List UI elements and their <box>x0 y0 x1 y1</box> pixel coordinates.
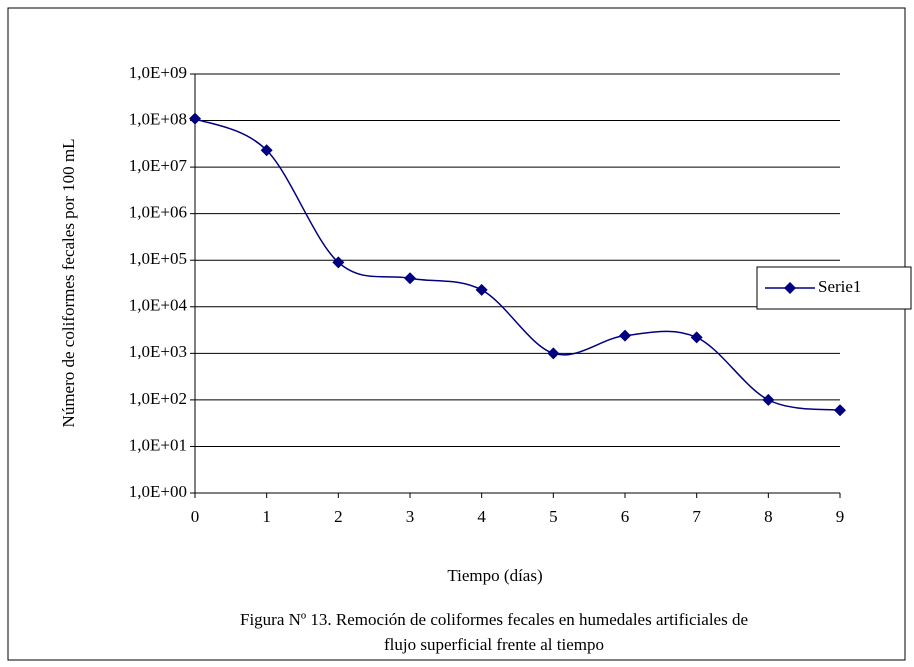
x-tick-label: 3 <box>406 507 415 526</box>
chart-border <box>7 7 906 661</box>
y-tick-label: 1,0E+00 <box>129 482 187 501</box>
y-tick-label: 1,0E+04 <box>129 296 188 315</box>
y-tick-label: 1,0E+01 <box>129 435 187 454</box>
x-tick-label: 7 <box>692 507 701 526</box>
y-axis-label: Número de coliformes fecales por 100 mL <box>59 139 78 428</box>
data-point <box>475 283 488 296</box>
data-point <box>762 393 775 406</box>
x-tick-label: 4 <box>477 507 486 526</box>
data-point <box>332 256 345 269</box>
data-point <box>189 112 201 125</box>
x-tick-label: 6 <box>621 507 630 526</box>
x-axis-label: Tiempo (días) <box>447 566 542 585</box>
x-tick-label: 2 <box>334 507 343 526</box>
x-tick-label: 5 <box>549 507 558 526</box>
legend-marker <box>784 282 796 294</box>
y-tick-label: 1,0E+08 <box>129 109 187 128</box>
x-tick-label: 9 <box>836 507 845 526</box>
y-tick-label: 1,0E+09 <box>129 63 187 82</box>
data-point <box>404 272 416 285</box>
legend-label: Serie1 <box>818 277 861 296</box>
x-tick-label: 0 <box>191 507 200 526</box>
y-tick-label: 1,0E+02 <box>129 389 187 408</box>
y-tick-label: 1,0E+03 <box>129 342 187 361</box>
data-point <box>547 347 560 360</box>
x-tick-label: 8 <box>764 507 773 526</box>
data-point <box>834 404 846 417</box>
y-tick-label: 1,0E+05 <box>129 249 187 268</box>
series-line <box>194 117 841 411</box>
caption-line: flujo superficial frente al tiempo <box>384 635 604 654</box>
data-point <box>260 144 273 157</box>
y-tick-label: 1,0E+07 <box>129 156 188 175</box>
data-point <box>690 331 703 344</box>
caption-line: Figura Nº 13. Remoción de coliformes fec… <box>240 610 748 629</box>
y-tick-label: 1,0E+06 <box>129 203 187 222</box>
x-tick-label: 1 <box>262 507 271 526</box>
data-point <box>619 329 631 342</box>
